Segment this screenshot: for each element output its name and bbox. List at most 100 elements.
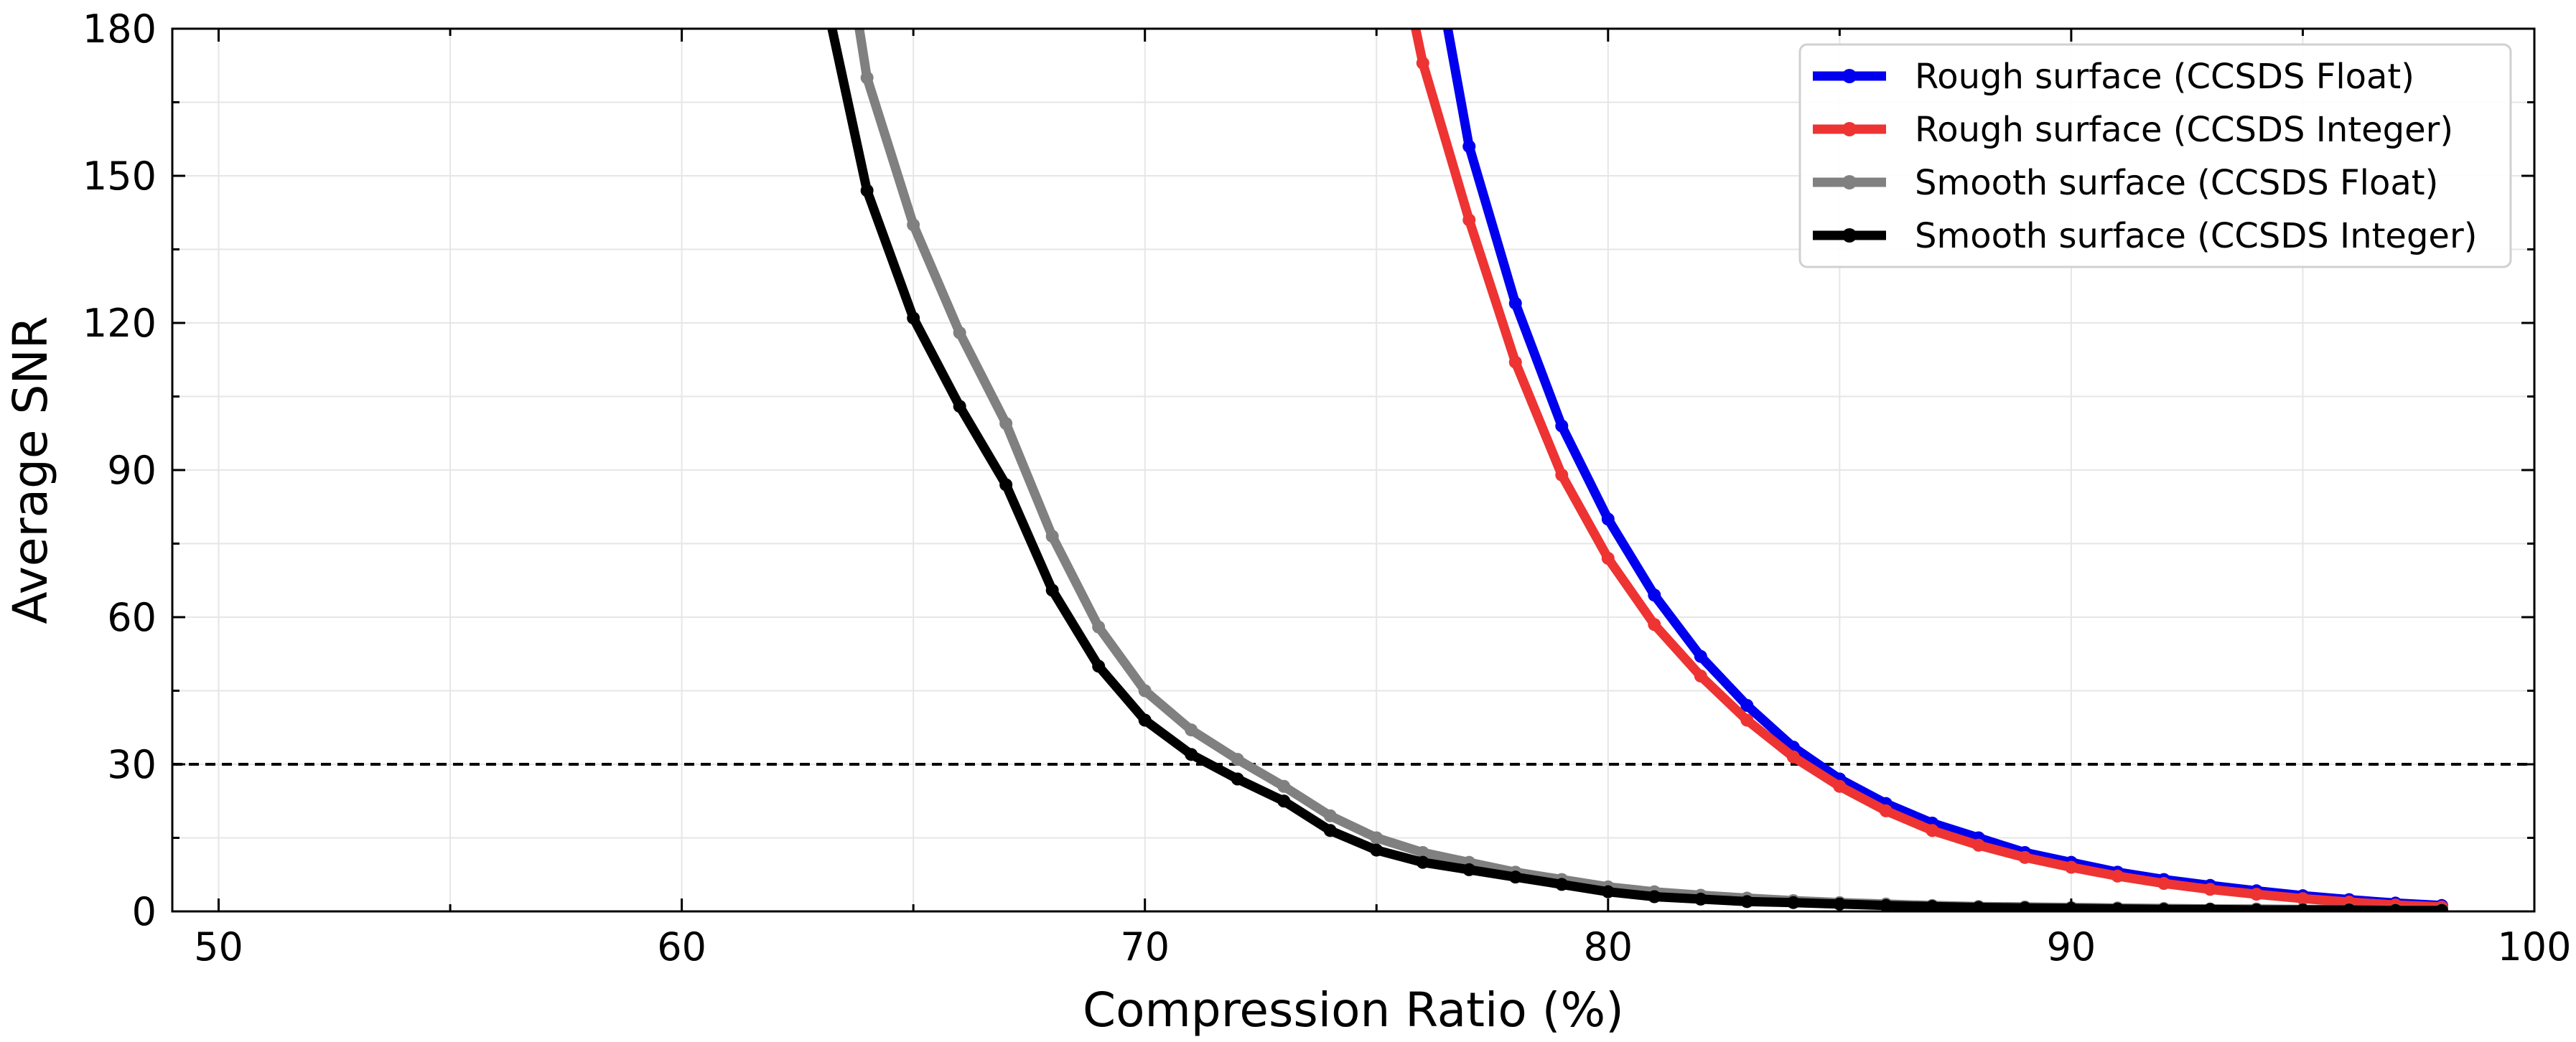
data-point	[1462, 213, 1476, 227]
x-tick-label: 80	[1583, 924, 1633, 970]
data-point	[1833, 897, 1847, 911]
data-point	[1323, 809, 1337, 822]
data-point	[1786, 896, 1800, 909]
data-point	[1555, 878, 1569, 891]
legend-label: Rough surface (CCSDS Float)	[1915, 57, 2414, 97]
data-point	[1092, 620, 1106, 634]
x-tick-label: 90	[2047, 924, 2096, 970]
series-group	[827, 29, 2448, 911]
data-point	[1971, 838, 1985, 852]
data-point	[907, 311, 920, 325]
y-tick-label: 60	[107, 595, 157, 640]
x-tick-label: 100	[2497, 924, 2571, 970]
legend-label: Rough surface (CCSDS Integer)	[1915, 110, 2453, 150]
legend-label: Smooth surface (CCSDS Float)	[1915, 163, 2438, 203]
data-point	[1601, 552, 1615, 565]
y-axis-title: Average SNR	[3, 316, 58, 624]
data-point	[2203, 903, 2217, 911]
data-point	[1416, 855, 1429, 869]
x-tick-label: 70	[1120, 924, 1170, 970]
data-point	[2111, 869, 2124, 883]
data-point	[1231, 772, 1244, 786]
data-point	[1648, 588, 1661, 602]
data-point	[2435, 903, 2448, 911]
data-point	[1416, 56, 1429, 70]
data-point	[860, 184, 874, 197]
data-point	[2064, 860, 2078, 874]
data-point	[1185, 748, 1198, 761]
data-point	[2389, 903, 2402, 911]
data-point	[999, 478, 1013, 492]
legend-swatch-marker	[1842, 69, 1857, 83]
data-point	[2296, 892, 2310, 906]
data-point	[1138, 713, 1152, 727]
data-point	[1508, 296, 1522, 310]
data-point	[2203, 883, 2217, 896]
legend-swatch-marker	[1842, 228, 1857, 243]
data-point	[1045, 530, 1059, 543]
data-point	[2157, 877, 2170, 891]
legend-swatch-marker	[1842, 175, 1857, 189]
y-tick-label: 30	[107, 742, 157, 787]
data-point	[1277, 779, 1291, 793]
data-point	[1277, 794, 1291, 808]
series-line	[827, 29, 2447, 911]
y-tick-label: 180	[83, 6, 157, 52]
data-point	[2018, 850, 2032, 864]
data-point	[1648, 890, 1661, 903]
series-line	[1411, 29, 2447, 911]
data-point	[1926, 824, 1939, 837]
data-point	[1370, 831, 1383, 845]
y-tick-label: 90	[107, 448, 157, 493]
data-point	[2018, 901, 2032, 911]
data-point	[1231, 753, 1244, 766]
data-point	[1879, 804, 1893, 817]
data-point	[1879, 898, 1893, 911]
data-point	[1508, 870, 1522, 884]
data-point	[2249, 903, 2263, 911]
data-point	[1694, 892, 1707, 906]
data-point	[1601, 885, 1615, 898]
legend-label: Smooth surface (CCSDS Integer)	[1915, 216, 2477, 256]
data-point	[2111, 902, 2124, 911]
data-point	[1555, 468, 1569, 482]
data-point	[953, 326, 966, 339]
x-axis-title: Compression Ratio (%)	[1083, 982, 1624, 1038]
data-point	[1323, 824, 1337, 837]
data-point	[1555, 419, 1569, 433]
data-point	[1648, 618, 1661, 632]
series-4	[827, 29, 2448, 911]
legend-item-1: Rough surface (CCSDS Float)	[1813, 57, 2414, 97]
data-point	[907, 218, 920, 232]
data-point	[1926, 900, 1939, 911]
data-point	[1508, 355, 1522, 369]
data-point	[1601, 512, 1615, 526]
data-point	[1833, 779, 1847, 793]
data-point	[1045, 583, 1059, 597]
data-point	[1971, 901, 1985, 911]
data-point	[860, 71, 874, 85]
data-point	[1740, 713, 1754, 727]
data-point	[999, 417, 1013, 431]
data-point	[2249, 888, 2263, 901]
data-point	[1185, 723, 1198, 737]
data-point	[1370, 843, 1383, 857]
legend: Rough surface (CCSDS Float) Rough surface…	[1798, 43, 2512, 268]
legend-item-4: Smooth surface (CCSDS Integer)	[1813, 216, 2477, 256]
y-tick-label: 0	[132, 889, 157, 934]
legend-frame	[1798, 43, 2512, 268]
data-point	[1092, 660, 1106, 673]
y-tick-label: 150	[83, 154, 157, 199]
data-point	[1740, 699, 1754, 712]
data-point	[1138, 684, 1152, 698]
axis-ticks: 50 60 70 80 90 100 0 30 60 90 120 150 180	[83, 6, 2572, 970]
x-tick-label: 50	[194, 924, 243, 970]
legend-swatch-marker	[1842, 122, 1857, 136]
data-point	[2342, 903, 2356, 911]
data-point	[953, 400, 966, 413]
data-point	[1462, 140, 1476, 153]
data-point	[1694, 649, 1707, 663]
y-tick-label: 120	[83, 301, 157, 346]
data-point	[1416, 846, 1429, 859]
